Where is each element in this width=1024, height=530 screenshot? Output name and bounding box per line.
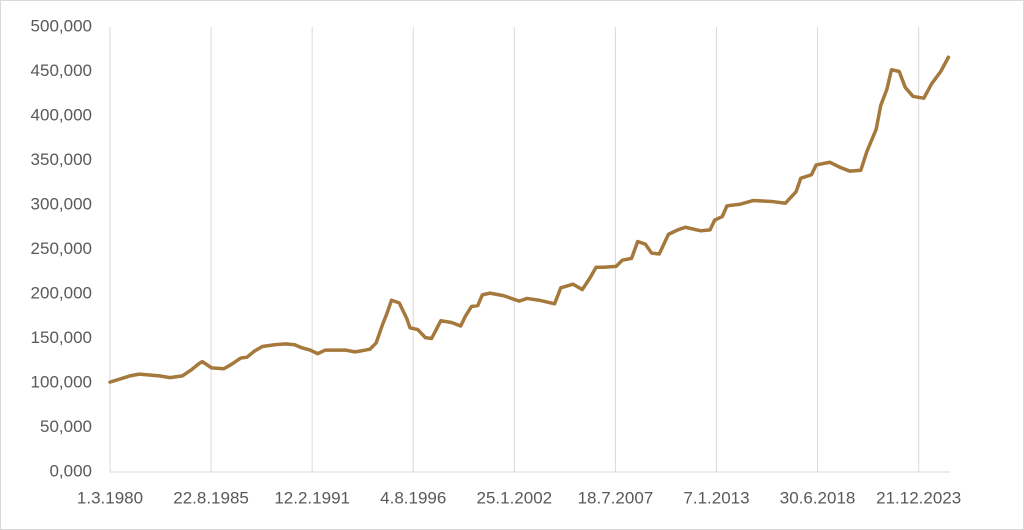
x-tick-label: 21.12.2023 xyxy=(876,488,961,507)
y-tick-label: 100,000 xyxy=(31,372,92,391)
y-tick-label: 250,000 xyxy=(31,239,92,258)
line xyxy=(108,55,951,384)
x-tick-label: 4.8.1996 xyxy=(380,488,446,507)
y-tick-label: 400,000 xyxy=(31,105,92,124)
x-tick-label: 18.7.2007 xyxy=(578,488,654,507)
x-tick-label: 25.1.2002 xyxy=(477,488,553,507)
x-tick-label: 12.2.1991 xyxy=(274,488,350,507)
y-tick-label: 300,000 xyxy=(31,194,92,213)
x-tick-label: 7.1.2013 xyxy=(683,488,749,507)
x-tick-label: 1.3.1980 xyxy=(77,488,143,507)
y-tick-label: 350,000 xyxy=(31,150,92,169)
y-tick-label: 150,000 xyxy=(31,328,92,347)
y-tick-label: 200,000 xyxy=(31,283,92,302)
x-tick-label: 22.8.1985 xyxy=(173,488,249,507)
x-tick-label: 30.6.2018 xyxy=(780,488,856,507)
y-tick-label: 0,000 xyxy=(49,461,92,480)
y-tick-label: 450,000 xyxy=(31,61,92,80)
y-tick-label: 500,000 xyxy=(31,16,92,35)
y-tick-label: 50,000 xyxy=(40,417,92,436)
